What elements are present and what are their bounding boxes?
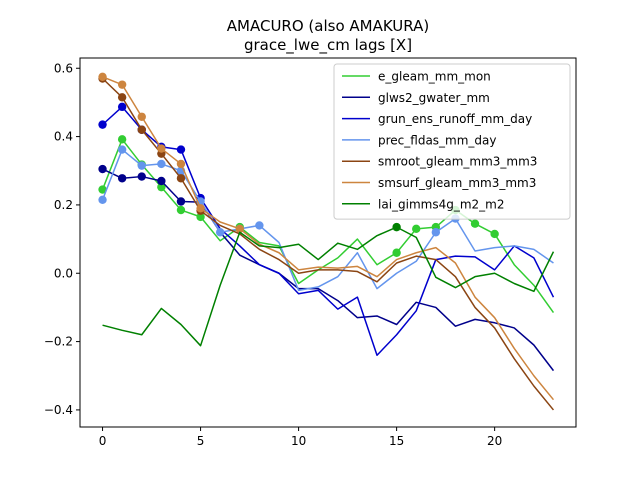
data-point xyxy=(117,135,127,144)
legend-entry: smroot_gleam_mm3_mm3 xyxy=(378,155,537,169)
data-point xyxy=(176,145,186,154)
x-tick-label: 0 xyxy=(99,434,107,448)
data-point xyxy=(176,174,186,183)
data-point xyxy=(215,228,225,237)
data-point xyxy=(412,224,421,234)
plot-frame xyxy=(79,57,577,428)
legend-entry: prec_fldas_mm_day xyxy=(378,133,497,147)
data-point xyxy=(470,219,480,228)
data-point xyxy=(196,204,205,213)
data-point xyxy=(117,102,127,112)
series-glws2_gwater_mm xyxy=(98,164,555,372)
y-tick-label: 0.6 xyxy=(54,61,73,75)
x-tick-label: 5 xyxy=(197,434,205,448)
legend-entry: lai_gimms4g_m2_m2 xyxy=(378,197,505,211)
series-line xyxy=(102,168,555,372)
data-point xyxy=(98,195,107,204)
data-point xyxy=(196,212,205,222)
data-point xyxy=(176,205,186,215)
data-point xyxy=(157,176,166,186)
axis-ticks: 0 5 10 15 20 −0.4 −0.2 0.0 0.2 0.4 0.6 xyxy=(44,61,502,448)
data-point xyxy=(98,72,107,81)
data-point xyxy=(176,159,186,169)
y-tick-label: 0.0 xyxy=(54,266,73,280)
legend-entry: e_gleam_mm_mon xyxy=(378,70,491,84)
data-point xyxy=(392,248,401,257)
legend-box xyxy=(333,63,571,220)
series-smsurf_gleam_mm3_mm3 xyxy=(98,72,555,401)
series-line xyxy=(102,77,555,411)
data-point xyxy=(137,125,146,134)
y-tick-label: −0.4 xyxy=(44,403,73,417)
legend: e_gleam_mm_mon glws2_gwater_mm grun_ens_ru… xyxy=(333,63,571,220)
x-tick-label: 20 xyxy=(487,434,502,448)
data-point xyxy=(157,159,166,169)
data-point xyxy=(117,80,127,89)
y-tick-label: 0.4 xyxy=(54,130,73,144)
y-tick-label: 0.2 xyxy=(54,198,73,212)
data-point xyxy=(117,145,127,154)
data-point xyxy=(431,228,441,237)
x-tick-label: 10 xyxy=(291,434,306,448)
data-point xyxy=(137,172,146,181)
data-point xyxy=(117,174,127,183)
data-point xyxy=(98,120,107,129)
data-point xyxy=(137,112,146,121)
data-point xyxy=(255,221,264,230)
chart-subtitle: grace_lwe_cm lags [X] xyxy=(244,36,412,55)
data-point xyxy=(490,229,499,239)
data-point xyxy=(157,182,166,192)
legend-entry: grun_ens_runoff_mm_day xyxy=(378,112,532,126)
data-point xyxy=(117,93,127,102)
legend-entry: smsurf_gleam_mm3_mm3 xyxy=(378,176,536,190)
chart-title: AMACURO (also AMAKURA) xyxy=(227,17,429,35)
y-tick-label: −0.2 xyxy=(44,335,73,349)
data-point xyxy=(98,185,107,194)
series-lai_gimms4g_m2_m2 xyxy=(102,222,555,347)
data-point xyxy=(176,197,186,206)
x-tick-label: 15 xyxy=(389,434,404,448)
series-line xyxy=(102,226,555,347)
legend-entry: glws2_gwater_mm xyxy=(378,91,490,105)
data-point xyxy=(235,224,244,234)
data-point xyxy=(98,164,107,174)
plot-area xyxy=(98,72,555,411)
data-point xyxy=(137,161,146,170)
data-point xyxy=(157,144,166,153)
data-point xyxy=(392,222,401,232)
